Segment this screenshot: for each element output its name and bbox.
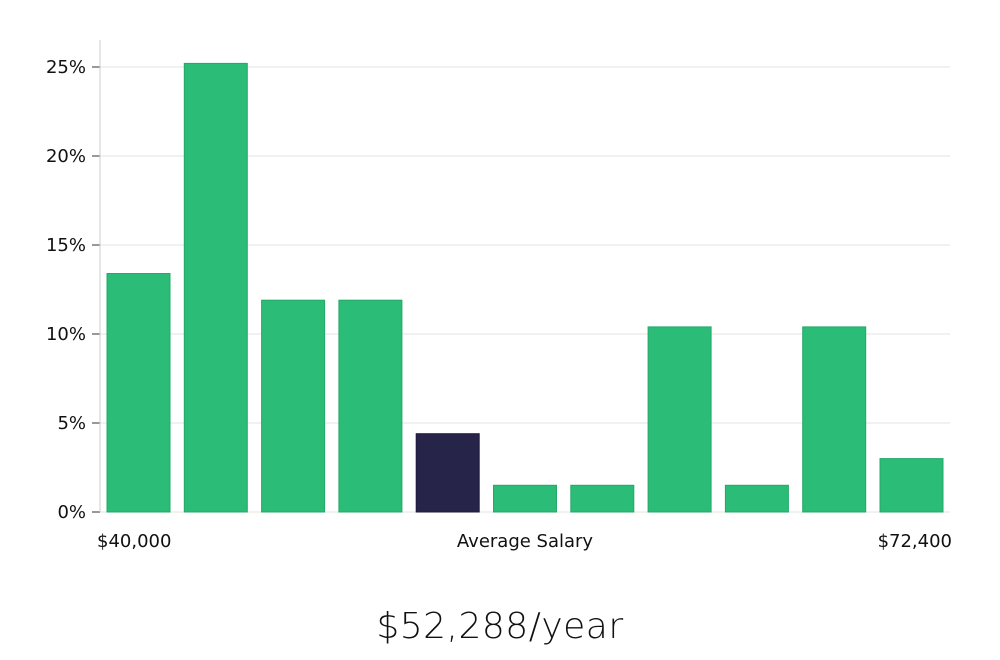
bar [879, 458, 944, 513]
y-tick-label: 15% [46, 235, 86, 256]
bar [724, 484, 789, 513]
y-tick-label: 25% [46, 57, 86, 78]
average-salary-value: $52,288/year [376, 606, 624, 647]
bar [493, 484, 557, 513]
bar [647, 326, 712, 513]
bar [261, 299, 326, 513]
y-tick-label: 10% [46, 324, 86, 345]
y-tick-label: 20% [46, 146, 86, 167]
y-axis-ticks: 0% 5% 10% 15% 20% 25% [46, 57, 100, 523]
bar [338, 299, 403, 513]
x-min-label: $40,000 [97, 531, 171, 552]
bar [802, 326, 867, 513]
bars [106, 62, 944, 513]
bar-highlighted [415, 433, 480, 513]
bar [570, 484, 635, 513]
y-tick-label: 0% [57, 502, 86, 523]
bar [106, 273, 171, 513]
x-max-label: $72,400 [878, 531, 952, 552]
bar [183, 62, 248, 513]
y-tick-label: 5% [57, 413, 86, 434]
x-axis-title: Average Salary [457, 531, 594, 552]
salary-histogram: 0%5%10%15%20%25% $40,000 Average Salary … [46, 40, 952, 552]
